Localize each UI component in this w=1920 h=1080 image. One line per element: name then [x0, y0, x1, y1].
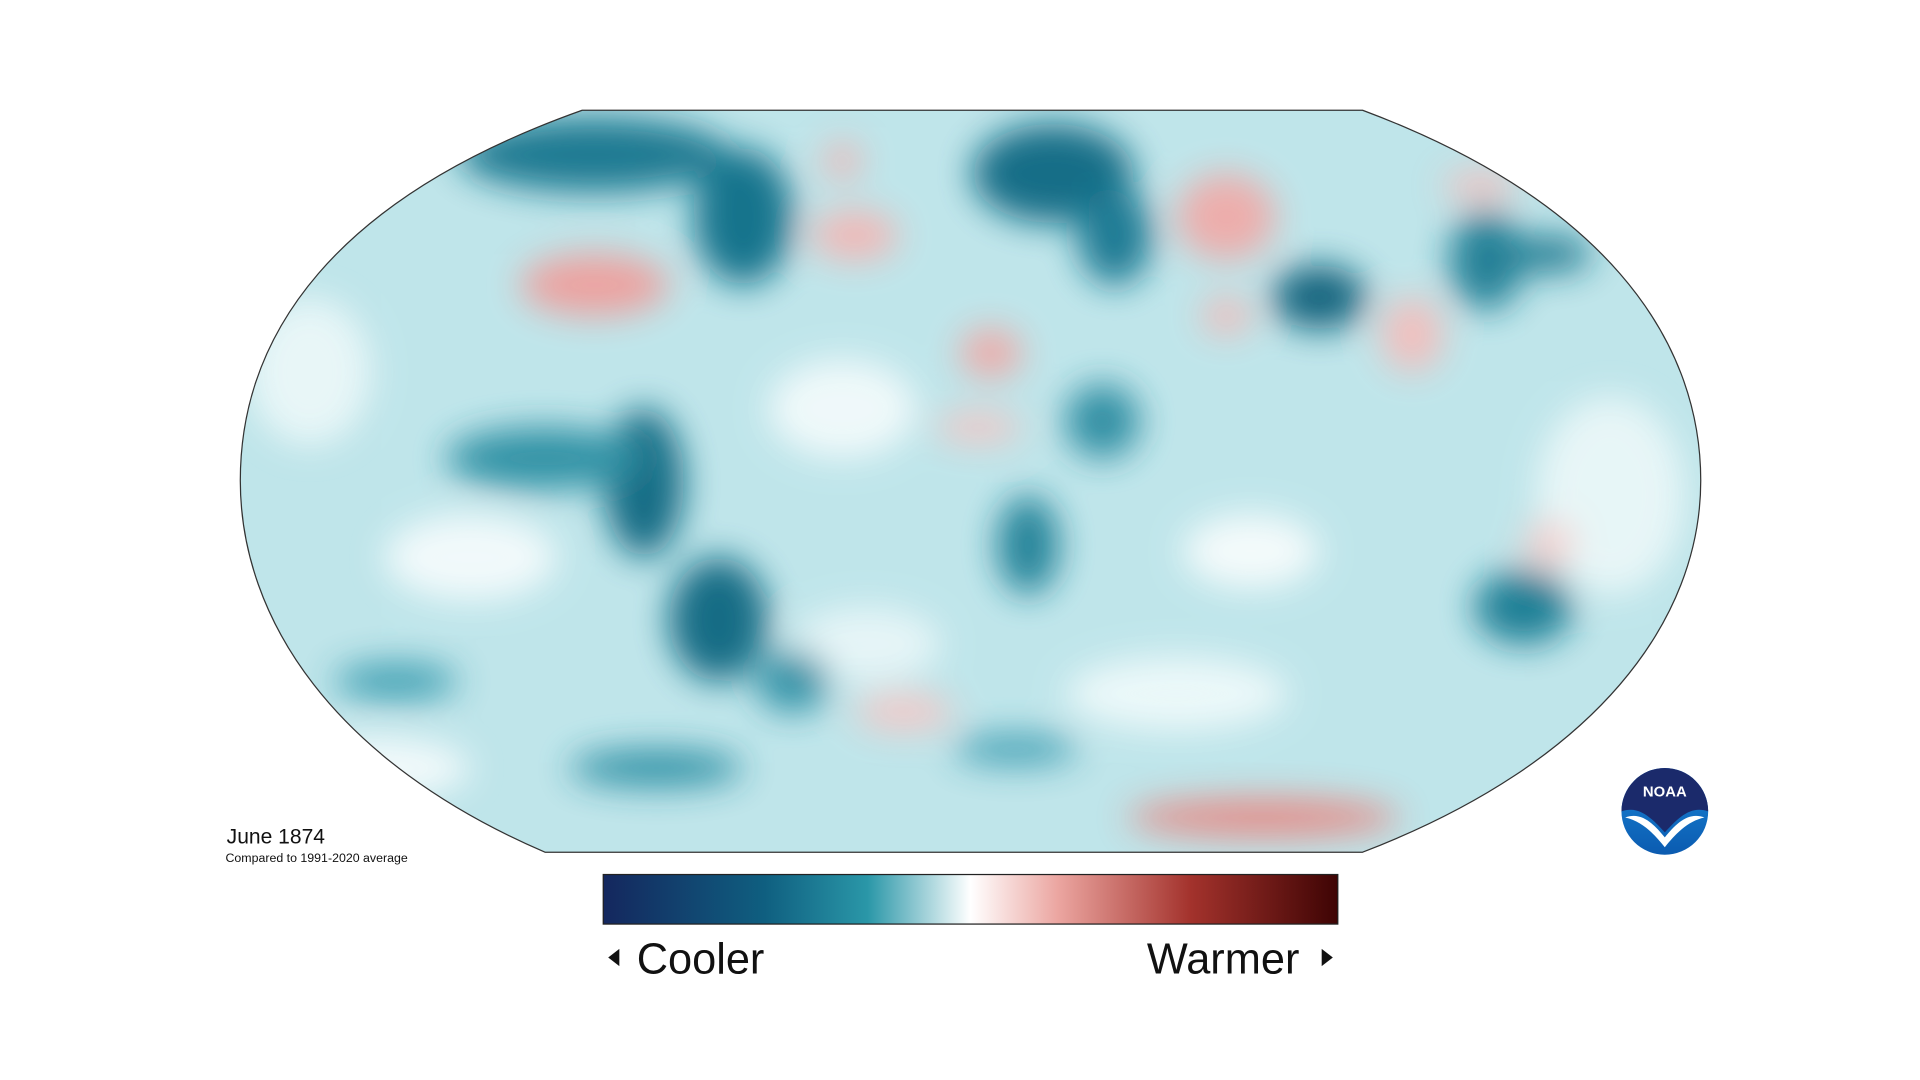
legend-high: Warmer [1147, 936, 1300, 984]
arrow-left [608, 948, 620, 967]
noaa-logo: NOAA [1621, 767, 1709, 855]
color-scale [602, 873, 1339, 925]
legend-low: Cooler [637, 936, 765, 984]
map-outline [239, 109, 1702, 853]
map-layer: June 1874 Compared to 1991-2020 average … [225, 109, 1709, 984]
caption-subtitle: Compared to 1991-2020 average [225, 851, 407, 865]
caption-date: June 1874 [227, 826, 326, 849]
logo-text: NOAA [1643, 784, 1687, 800]
anomaly-field [240, 110, 1701, 853]
arrow-right [1321, 948, 1333, 967]
